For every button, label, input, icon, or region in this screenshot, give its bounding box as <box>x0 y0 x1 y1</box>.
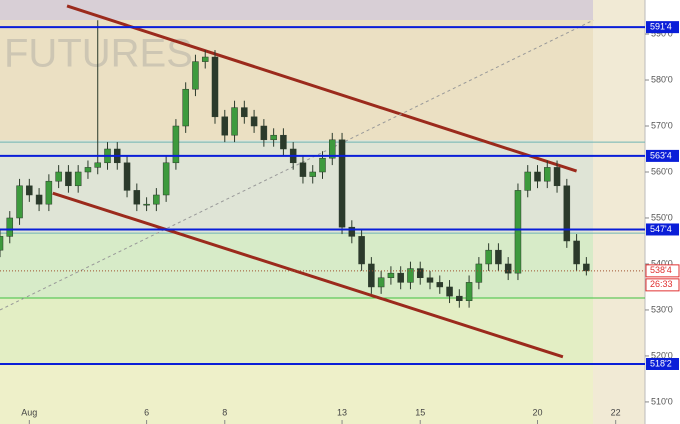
candle-body <box>55 171 62 182</box>
candle-body <box>74 171 82 187</box>
candle-body <box>534 171 541 182</box>
trend-line <box>52 191 564 359</box>
candle-body <box>387 272 395 279</box>
current-price-box <box>645 264 680 278</box>
candle-body <box>514 190 522 274</box>
candle-body <box>475 263 483 283</box>
future-area <box>593 0 645 424</box>
candle-body <box>143 203 150 206</box>
y-tick-label: 540'0 <box>651 258 673 268</box>
trend-line <box>0 19 594 311</box>
level-label: 547'4 <box>650 224 672 234</box>
candle-body <box>299 162 307 177</box>
x-tick-label: 6 <box>144 407 149 417</box>
candle-body <box>358 236 365 265</box>
candle-body <box>201 56 209 62</box>
candle-body <box>309 171 316 177</box>
candle-body <box>221 116 229 136</box>
level-box <box>646 149 679 162</box>
candle-body <box>192 61 199 90</box>
candle-body <box>495 249 502 265</box>
candle-body <box>436 282 444 288</box>
y-tick-label: 560'0 <box>651 166 673 176</box>
candle-body <box>563 185 571 242</box>
candle-body <box>260 125 268 141</box>
timer: 26:33 <box>650 279 673 289</box>
candle-body <box>573 240 580 265</box>
candle-body <box>407 268 414 283</box>
x-tick-label: 22 <box>611 407 621 417</box>
x-tick-label: 8 <box>222 407 227 417</box>
trend-line <box>66 4 578 173</box>
y-tick-label: 520'0 <box>651 350 673 360</box>
candle-body <box>504 263 512 274</box>
level-box <box>646 21 679 34</box>
candle-body <box>368 263 375 288</box>
candle-body <box>35 194 43 205</box>
candle-body <box>446 286 453 297</box>
y-tick-label: 510'0 <box>651 396 673 406</box>
candle-body <box>133 190 141 205</box>
y-tick-label: 530'0 <box>651 304 673 314</box>
candle-body <box>45 180 53 205</box>
candle-body <box>123 162 131 191</box>
level-box <box>646 357 679 370</box>
candle-body <box>465 282 473 302</box>
candle-body <box>153 194 160 205</box>
candle-body <box>426 277 434 283</box>
level-label: 563'4 <box>650 150 672 160</box>
current-price-label: 538'4 <box>650 265 672 275</box>
y-tick-label: 550'0 <box>651 212 673 222</box>
candle-body <box>485 249 492 265</box>
candle-body <box>583 263 590 272</box>
y-tick-label: 590'0 <box>651 28 673 38</box>
candle-body <box>553 167 561 187</box>
candle-body <box>162 162 170 196</box>
candle-body <box>319 157 326 173</box>
candle-body <box>182 88 189 127</box>
candle-body <box>231 107 238 136</box>
x-tick-label: 13 <box>337 407 347 417</box>
level-label: 518'2 <box>650 358 672 368</box>
candle-body <box>524 171 531 191</box>
plot-background <box>0 0 593 424</box>
y-tick-label: 580'0 <box>651 74 673 84</box>
candle-body <box>211 56 219 118</box>
candle-body <box>377 277 385 288</box>
candle-body <box>250 116 258 127</box>
candle-body <box>16 185 23 219</box>
candle-body <box>172 125 180 164</box>
candle-body <box>544 167 551 182</box>
candle-body <box>280 134 287 150</box>
candle-body <box>241 107 248 118</box>
candle-body <box>84 167 92 173</box>
candle-body <box>329 139 336 159</box>
level-label: 591'4 <box>650 22 672 32</box>
candle-body <box>338 139 346 228</box>
candle-body <box>6 217 14 237</box>
candle-body <box>94 162 101 168</box>
candle-body <box>0 236 4 251</box>
x-tick-label: 20 <box>532 407 542 417</box>
candle-body <box>270 134 277 141</box>
level-box <box>646 223 679 236</box>
candle-body <box>456 295 463 302</box>
y-tick-label: 570'0 <box>651 120 673 130</box>
candle-body <box>397 272 404 283</box>
watermark: FUTURES <box>4 32 193 76</box>
candle-body <box>65 171 72 187</box>
candle-body <box>26 185 33 196</box>
timer-box <box>645 278 680 292</box>
price-axis <box>645 0 680 424</box>
candle-body <box>416 268 424 279</box>
x-tick-label: Aug <box>21 407 37 417</box>
candle-body <box>348 226 356 237</box>
x-tick-label: 15 <box>415 407 425 417</box>
